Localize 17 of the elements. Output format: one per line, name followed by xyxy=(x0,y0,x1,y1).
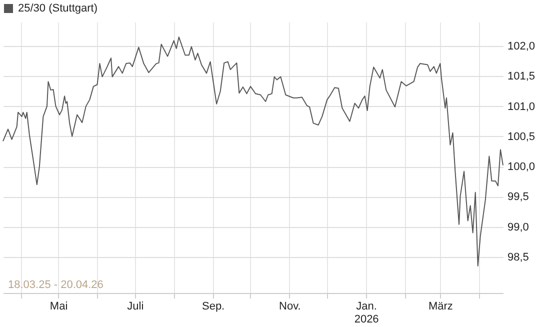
x-tick-label: Mai xyxy=(50,300,68,312)
legend-label: 25/30 (Stuttgart) xyxy=(18,2,98,14)
x-tick-label: Juli xyxy=(127,300,144,312)
y-tick-label: 100,5 xyxy=(508,130,536,143)
annotation: 18.03.25 - 20.04.26 xyxy=(8,279,104,291)
y-tick-label: 100,0 xyxy=(508,161,536,174)
x-tick-label: März xyxy=(428,300,453,312)
y-tick-label: 101,0 xyxy=(508,100,536,113)
x-tick-label: Sep. xyxy=(202,300,225,312)
y-tick-label: 101,5 xyxy=(508,70,536,83)
y-tick-label: 102,0 xyxy=(508,40,536,53)
y-tick-label: 99,0 xyxy=(508,221,529,234)
y-tick-label: 99,5 xyxy=(508,191,529,204)
y-tick-label: 98,5 xyxy=(508,251,529,264)
line-series xyxy=(2,36,504,266)
x-tick-label: Jan. 2026 xyxy=(354,300,379,326)
x-tick-label: Nov. xyxy=(279,300,301,312)
